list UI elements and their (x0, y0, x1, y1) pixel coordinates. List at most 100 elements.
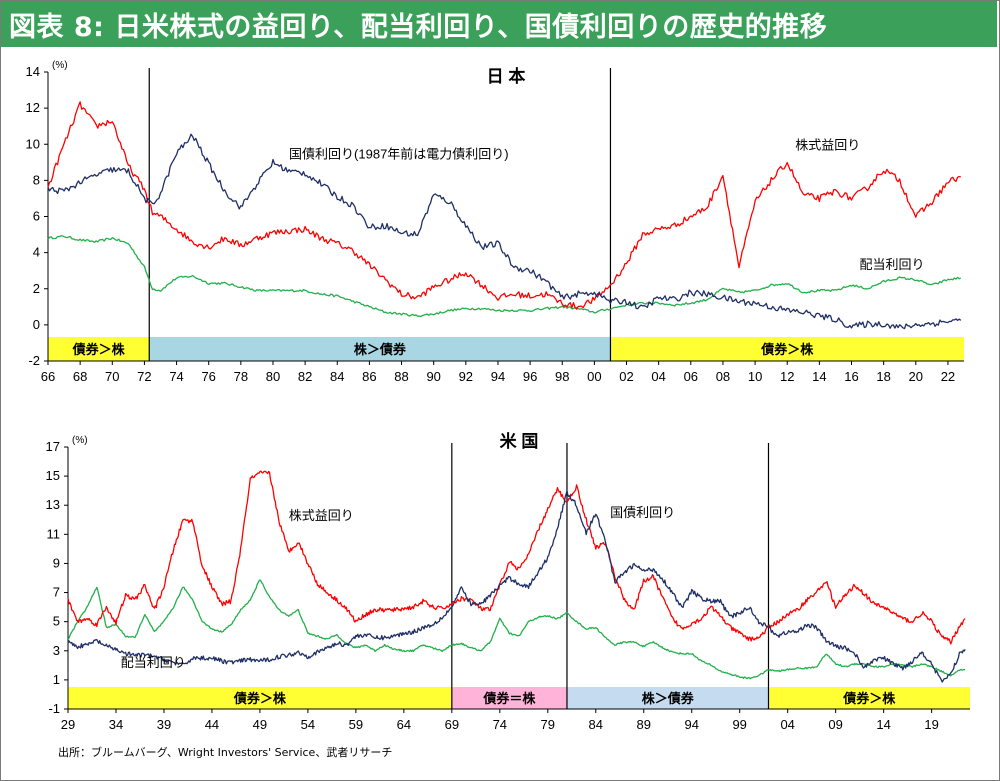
x-tick-label: 74 (493, 717, 507, 732)
x-tick-label: 09 (828, 717, 842, 732)
regime-label: 債券＞株 (842, 691, 896, 706)
x-tick-label: 79 (541, 717, 555, 732)
x-tick-label: 70 (105, 369, 119, 384)
y-tick-label: 0 (33, 317, 40, 332)
y-tick-label: 14 (26, 64, 40, 79)
y-tick-label: 5 (53, 614, 60, 629)
series-line-earnings (47, 101, 961, 310)
chart-title: 米 国 (500, 431, 539, 451)
x-tick-label: 84 (589, 717, 603, 732)
x-tick-label: 08 (716, 369, 730, 384)
y-tick-label: -1 (48, 701, 60, 716)
x-tick-label: 22 (941, 369, 955, 384)
x-tick-label: 82 (298, 369, 312, 384)
x-tick-label: 92 (459, 369, 473, 384)
y-tick-label: 15 (46, 468, 60, 483)
regime-label: 債券＞株 (760, 342, 814, 357)
x-tick-label: 88 (394, 369, 408, 384)
unit-label: (%) (72, 435, 88, 446)
regime-band (68, 687, 452, 709)
x-tick-label: 76 (201, 369, 215, 384)
y-tick-label: 13 (46, 497, 60, 512)
y-tick-label: -2 (28, 353, 40, 368)
y-tick-label: 6 (33, 209, 40, 224)
x-tick-label: 14 (812, 369, 826, 384)
x-tick-label: 06 (684, 369, 698, 384)
y-tick-label: 4 (33, 245, 40, 260)
x-tick-label: 90 (426, 369, 440, 384)
source-note: 出所：ブルームバーグ、Wright Investors' Service、武者リ… (58, 746, 393, 759)
regime-label: 債券＝株 (482, 691, 536, 706)
y-tick-label: 1 (53, 672, 60, 687)
series-line-dividend (47, 235, 962, 318)
x-tick-label: 98 (555, 369, 569, 384)
series-annotation: 株式益回り (289, 508, 354, 523)
regime-label: 株＞債券 (354, 342, 407, 357)
regime-label: 債券＞株 (72, 342, 126, 357)
x-tick-label: 29 (61, 717, 75, 732)
regime-band (768, 687, 970, 709)
x-tick-label: 54 (301, 717, 315, 732)
x-tick-label: 99 (732, 717, 746, 732)
y-tick-label: 12 (26, 100, 40, 115)
x-tick-label: 00 (587, 369, 601, 384)
x-tick-label: 59 (349, 717, 363, 732)
x-tick-label: 72 (137, 369, 151, 384)
x-tick-label: 89 (637, 717, 651, 732)
series-annotation: 国債利回り(1987年前は電力債利回り) (289, 147, 509, 162)
x-tick-label: 14 (876, 717, 890, 732)
x-tick-label: 16 (844, 369, 858, 384)
y-tick-label: 2 (33, 281, 40, 296)
x-tick-label: 18 (876, 369, 890, 384)
series-line-bond (67, 490, 966, 683)
regime-band (566, 687, 769, 709)
regime-band (48, 337, 150, 361)
x-tick-label: 96 (523, 369, 537, 384)
x-tick-label: 80 (266, 369, 280, 384)
y-tick-label: 7 (53, 585, 60, 600)
series-annotation: 配当利回り (860, 257, 925, 272)
x-tick-label: 19 (924, 717, 938, 732)
regime-band (610, 337, 964, 361)
y-tick-label: 10 (26, 136, 40, 151)
x-tick-label: 68 (73, 369, 87, 384)
x-tick-label: 12 (780, 369, 794, 384)
y-tick-label: 3 (53, 643, 60, 658)
regime-label: 債券＞株 (233, 691, 287, 706)
x-tick-label: 44 (205, 717, 219, 732)
x-tick-label: 64 (397, 717, 411, 732)
title-bar: 図表 8: 日米株式の益回り、配当利回り、国債利回りの歴史的推移 (1, 1, 997, 47)
x-tick-label: 39 (157, 717, 171, 732)
x-tick-label: 84 (330, 369, 344, 384)
x-tick-label: 49 (253, 717, 267, 732)
series-line-dividend (67, 579, 966, 680)
x-tick-label: 34 (109, 717, 123, 732)
chart-title: 日 本 (487, 66, 526, 86)
series-line-earnings (67, 470, 966, 645)
y-tick-label: 11 (47, 526, 61, 541)
series-annotation: 国債利回り (610, 505, 675, 520)
x-tick-label: 78 (234, 369, 248, 384)
x-tick-label: 04 (651, 369, 665, 384)
x-tick-label: 86 (362, 369, 376, 384)
x-tick-label: 02 (619, 369, 633, 384)
y-tick-label: 8 (33, 172, 40, 187)
series-line-bond (47, 133, 962, 330)
regime-label: 株＞債券 (642, 691, 695, 706)
series-annotation: 配当利回り (121, 655, 186, 670)
x-tick-label: 74 (169, 369, 183, 384)
x-tick-label: 94 (684, 717, 698, 732)
x-tick-label: 04 (780, 717, 794, 732)
series-annotation: 株式益回り (795, 138, 860, 153)
y-tick-label: 17 (46, 439, 60, 454)
x-tick-label: 69 (445, 717, 459, 732)
x-tick-label: 66 (41, 369, 55, 384)
x-tick-label: 20 (909, 369, 923, 384)
unit-label: (%) (52, 60, 68, 71)
x-tick-label: 94 (491, 369, 505, 384)
y-tick-label: 9 (53, 555, 60, 570)
